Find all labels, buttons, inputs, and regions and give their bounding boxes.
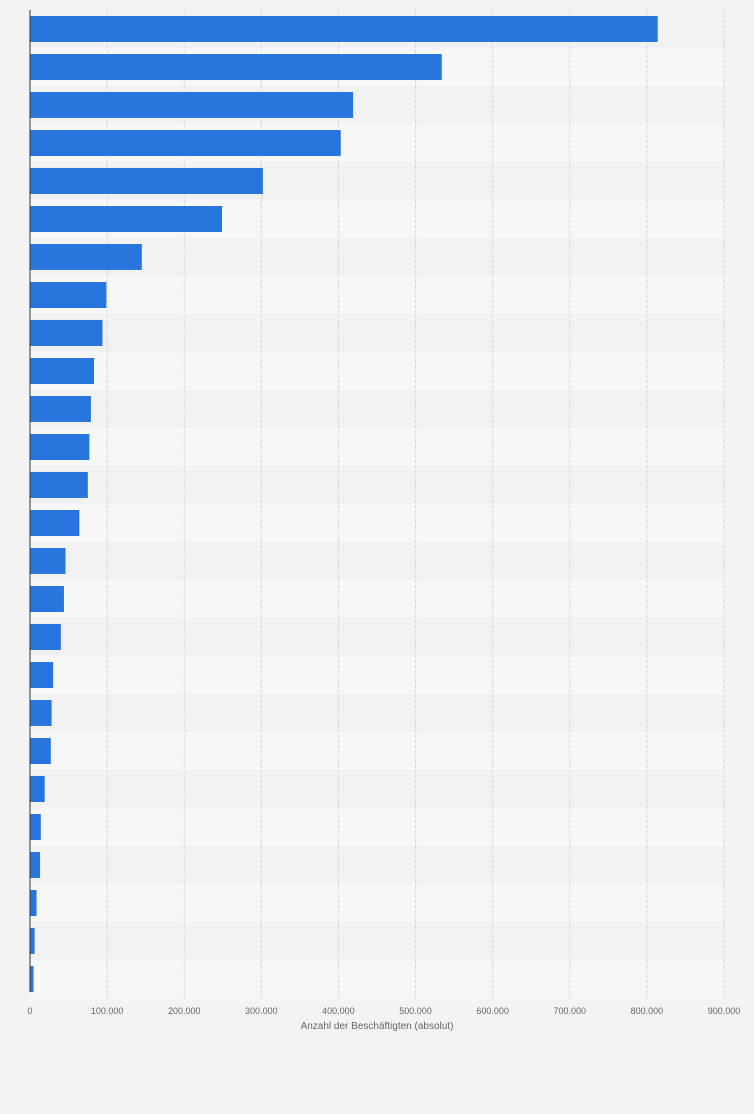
x-axis-label: Anzahl der Beschäftigten (absolut)	[301, 1021, 454, 1032]
x-tick-label: 200.000	[168, 1006, 201, 1016]
row-band	[30, 504, 724, 542]
row-band	[30, 238, 724, 276]
row-band	[30, 656, 724, 694]
row-band	[30, 922, 724, 960]
row-band	[30, 428, 724, 466]
bar	[30, 510, 80, 536]
bar	[30, 814, 41, 840]
row-band	[30, 732, 724, 770]
bar	[30, 966, 34, 992]
bar	[30, 206, 223, 232]
x-tick-label: 600.000	[476, 1006, 509, 1016]
bar	[30, 738, 51, 764]
bar	[30, 776, 45, 802]
bar	[30, 54, 442, 80]
bars	[30, 16, 658, 992]
row-band	[30, 580, 724, 618]
x-tick-label: 500.000	[399, 1006, 432, 1016]
row-band	[30, 846, 724, 884]
row-band	[30, 884, 724, 922]
row-band	[30, 276, 724, 314]
row-band	[30, 542, 724, 580]
row-bands	[30, 10, 724, 998]
row-band	[30, 466, 724, 504]
row-band	[30, 808, 724, 846]
row-band	[30, 770, 724, 808]
x-tick-label: 400.000	[322, 1006, 355, 1016]
x-tick-label: 800.000	[631, 1006, 664, 1016]
bar	[30, 244, 142, 270]
bar	[30, 472, 88, 498]
bar	[30, 624, 61, 650]
bar	[30, 16, 658, 42]
bar	[30, 890, 37, 916]
bar	[30, 92, 354, 118]
x-tick-label: 700.000	[554, 1006, 587, 1016]
bar	[30, 662, 54, 688]
bar	[30, 852, 41, 878]
bar	[30, 586, 64, 612]
row-band	[30, 694, 724, 732]
bar	[30, 928, 35, 954]
row-band	[30, 960, 724, 998]
bar	[30, 168, 263, 194]
bar	[30, 396, 91, 422]
x-axis-ticks: 0 100.000 200.000 300.000 400.000 500.000 600.…	[27, 1006, 740, 1016]
bar	[30, 700, 52, 726]
bar	[30, 130, 341, 156]
row-band	[30, 618, 724, 656]
x-tick-label: 900.000	[708, 1006, 741, 1016]
row-band	[30, 390, 724, 428]
row-band	[30, 352, 724, 390]
bar	[30, 320, 103, 346]
bar	[30, 434, 90, 460]
x-tick-label: 300.000	[245, 1006, 278, 1016]
row-band	[30, 314, 724, 352]
x-tick-label: 100.000	[91, 1006, 124, 1016]
bar	[30, 358, 95, 384]
bar	[30, 548, 66, 574]
x-tick-label: 0	[27, 1006, 32, 1016]
bar	[30, 282, 107, 308]
